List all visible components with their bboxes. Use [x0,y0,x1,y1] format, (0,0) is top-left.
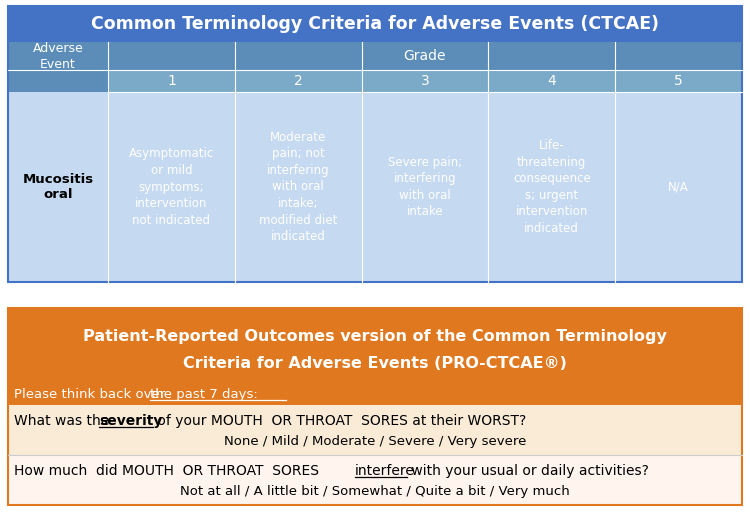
Text: Grade: Grade [404,49,446,63]
Text: Severe pain;
interfering
with oral
intake: Severe pain; interfering with oral intak… [388,156,462,218]
Bar [362,70,488,92]
Bar [362,92,488,282]
Text: interfere: interfere [355,464,415,478]
Bar [108,70,235,92]
Bar [108,92,235,282]
Bar [235,70,362,92]
Bar [615,92,742,282]
Text: Moderate
pain; not
interfering
with oral
intake;
modified diet
indicated: Moderate pain; not interfering with oral… [259,131,338,243]
Bar [8,405,742,455]
Text: Not at all / A little bit / Somewhat / Quite a bit / Very much: Not at all / A little bit / Somewhat / Q… [180,485,570,499]
Text: 1: 1 [167,74,176,88]
Bar [235,92,362,282]
Text: 3: 3 [421,74,429,88]
Text: Life-
threatening
consequence
s; urgent
intervention
indicated: Life- threatening consequence s; urgent … [513,139,591,235]
Text: Adverse
Event: Adverse Event [33,42,83,71]
Bar [8,308,742,505]
Text: None / Mild / Moderate / Severe / Very severe: None / Mild / Moderate / Severe / Very s… [224,435,526,448]
Text: Mucositis
oral: Mucositis oral [22,173,94,201]
Bar [108,42,742,70]
Text: Common Terminology Criteria for Adverse Events (CTCAE): Common Terminology Criteria for Adverse … [91,15,659,33]
Text: severity: severity [99,414,162,428]
Bar [8,92,108,282]
Bar [8,308,742,384]
Bar [8,6,742,42]
Text: of your MOUTH  OR THROAT  SORES at their WORST?: of your MOUTH OR THROAT SORES at their W… [153,414,526,428]
Text: How much  did MOUTH  OR THROAT  SORES: How much did MOUTH OR THROAT SORES [14,464,323,478]
Bar [488,70,615,92]
Text: 2: 2 [294,74,302,88]
Text: with your usual or daily activities?: with your usual or daily activities? [407,464,649,478]
Text: Criteria for Adverse Events (PRO-CTCAE®): Criteria for Adverse Events (PRO-CTCAE®) [183,356,567,371]
Bar [488,92,615,282]
Bar [8,42,108,70]
Text: Patient-Reported Outcomes version of the Common Terminology: Patient-Reported Outcomes version of the… [83,330,667,345]
Bar [8,6,742,282]
Text: the past 7 days:: the past 7 days: [150,388,258,401]
Text: What was the: What was the [14,414,114,428]
Text: Asymptomatic
or mild
symptoms;
intervention
not indicated: Asymptomatic or mild symptoms; intervent… [129,147,214,226]
Bar [8,70,108,92]
Text: 5: 5 [674,74,683,88]
Text: Please think back over: Please think back over [14,388,170,401]
Text: N/A: N/A [668,181,689,194]
Text: 4: 4 [548,74,556,88]
Bar [615,70,742,92]
Bar [8,455,742,505]
Bar [8,384,742,405]
